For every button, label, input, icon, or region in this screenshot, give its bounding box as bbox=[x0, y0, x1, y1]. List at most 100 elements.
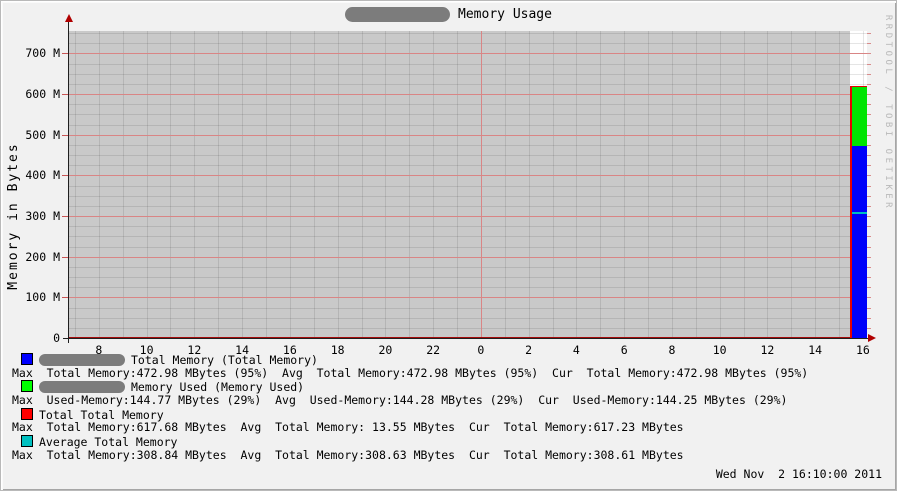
y-tick-label: 400 M bbox=[25, 168, 60, 183]
y-minor-tick-right bbox=[867, 226, 871, 228]
grid-minor-v bbox=[361, 31, 363, 338]
legend-swatch bbox=[21, 353, 33, 365]
grid-minor-h bbox=[69, 155, 867, 157]
total-total-memory-line-left bbox=[850, 85, 852, 338]
grid-minor-h bbox=[69, 307, 867, 309]
grid-minor-v bbox=[839, 31, 841, 338]
y-major-tick bbox=[62, 94, 69, 96]
grid-minor-v bbox=[743, 31, 745, 338]
grid-minor-v bbox=[624, 31, 626, 338]
legend-label: Total Total Memory bbox=[39, 407, 164, 422]
grid-minor-h bbox=[69, 104, 867, 106]
total-total-memory-line-top bbox=[850, 85, 867, 88]
grid-minor-h bbox=[69, 205, 867, 207]
legend-swatch bbox=[21, 380, 33, 393]
grid-minor-h bbox=[69, 124, 867, 126]
legend-row: Average Total Memory Max Total Memory:30… bbox=[12, 435, 808, 462]
grid-minor-h bbox=[69, 114, 867, 116]
grid-minor-h bbox=[69, 246, 867, 248]
x-tick-label: 18 bbox=[330, 343, 345, 357]
x-axis-line bbox=[63, 338, 869, 339]
grid-minor-v bbox=[385, 31, 387, 338]
y-minor-tick-right bbox=[867, 287, 871, 289]
grid-minor-v bbox=[74, 31, 76, 338]
grid-minor-v bbox=[242, 31, 244, 338]
y-major-tick bbox=[62, 134, 69, 136]
grid-major-h bbox=[69, 53, 867, 55]
grid-minor-v bbox=[528, 31, 530, 338]
y-minor-tick-right bbox=[867, 53, 871, 55]
y-minor-tick-right bbox=[867, 104, 871, 106]
legend-row: Total Total Memory Max Total Memory:617.… bbox=[12, 407, 808, 435]
x-tick-label: 14 bbox=[235, 343, 250, 357]
legend-label: Memory Used (Memory Used) bbox=[131, 380, 305, 395]
y-minor-tick-right bbox=[867, 195, 871, 197]
grid-minor-v bbox=[313, 31, 315, 338]
grid-minor-v bbox=[457, 31, 459, 338]
x-tick-label: 4 bbox=[572, 343, 580, 357]
x-tick-label: 0 bbox=[477, 343, 485, 357]
grid-minor-v bbox=[170, 31, 172, 338]
y-tick-label: 200 M bbox=[25, 249, 60, 264]
x-tick-label: 10 bbox=[139, 343, 154, 357]
total-memory-area bbox=[851, 145, 867, 338]
y-axis-arrow-icon bbox=[65, 14, 73, 22]
y-major-tick bbox=[62, 175, 69, 177]
y-minor-tick-right bbox=[867, 144, 871, 146]
legend-head: Total Total Memory bbox=[12, 407, 808, 422]
y-minor-tick-right bbox=[867, 277, 871, 278]
grid-minor-v bbox=[767, 31, 769, 338]
y-minor-tick-right bbox=[867, 327, 871, 329]
grid-minor-v bbox=[265, 31, 267, 338]
grid-major-h bbox=[69, 216, 867, 217]
y-minor-tick-right bbox=[867, 307, 871, 309]
x-axis-arrow-icon bbox=[868, 334, 876, 342]
grid-major-h bbox=[69, 94, 867, 96]
plot-area bbox=[69, 31, 867, 338]
grid-major-v-midnight bbox=[480, 31, 482, 338]
grid-minor-v bbox=[289, 31, 291, 338]
grid-minor-h bbox=[69, 144, 867, 146]
y-major-tick bbox=[62, 256, 69, 258]
legend: Total Memory (Total Memory) Max Total Me… bbox=[12, 353, 808, 463]
y-minor-tick-right bbox=[867, 165, 871, 167]
grid-minor-v bbox=[146, 31, 148, 338]
x-tick-label: 16 bbox=[282, 343, 297, 357]
y-tick-label: 0 bbox=[53, 331, 60, 345]
y-tick-label: 700 M bbox=[25, 46, 60, 61]
grid-minor-v bbox=[791, 31, 793, 338]
grid-minor-h bbox=[69, 165, 867, 167]
y-minor-tick-right bbox=[867, 297, 871, 299]
y-major-tick bbox=[62, 216, 69, 217]
legend-row: Memory Used (Memory Used) Max Used-Memor… bbox=[12, 380, 808, 407]
legend-row: Total Memory (Total Memory) Max Total Me… bbox=[12, 353, 808, 380]
y-major-tick bbox=[62, 53, 69, 55]
average-total-memory-line bbox=[851, 211, 867, 214]
x-tick-label: 12 bbox=[760, 343, 775, 357]
grid-minor-v bbox=[600, 31, 602, 338]
legend-label: Total Memory (Total Memory) bbox=[131, 353, 318, 367]
legend-label: Average Total Memory bbox=[39, 435, 178, 450]
y-minor-tick-right bbox=[867, 205, 871, 207]
grid-minor-v bbox=[218, 31, 220, 338]
grid-minor-v bbox=[552, 31, 554, 338]
x-tick-label: 16 bbox=[856, 343, 870, 357]
x-tick-label: 14 bbox=[808, 343, 823, 357]
grid-minor-h bbox=[69, 33, 867, 35]
grid-minor-h bbox=[69, 195, 867, 197]
legend-stats: Max Used-Memory:144.77 MBytes (29%) Avg … bbox=[12, 393, 788, 408]
grid-minor-h bbox=[69, 327, 867, 329]
y-minor-tick-right bbox=[867, 236, 871, 238]
chart-header: Memory Usage bbox=[1, 7, 896, 22]
grid-minor-h bbox=[69, 73, 867, 75]
redaction-blob bbox=[39, 354, 125, 366]
grid-minor-v bbox=[98, 31, 100, 338]
grid-minor-v bbox=[576, 31, 578, 338]
x-tick-label: 10 bbox=[712, 343, 727, 357]
y-minor-tick-right bbox=[867, 317, 871, 319]
grid-major-h bbox=[69, 297, 867, 299]
y-minor-tick-right bbox=[867, 266, 871, 268]
legend-head: Memory Used (Memory Used) bbox=[12, 380, 808, 394]
y-tick-label: 600 M bbox=[25, 87, 60, 102]
